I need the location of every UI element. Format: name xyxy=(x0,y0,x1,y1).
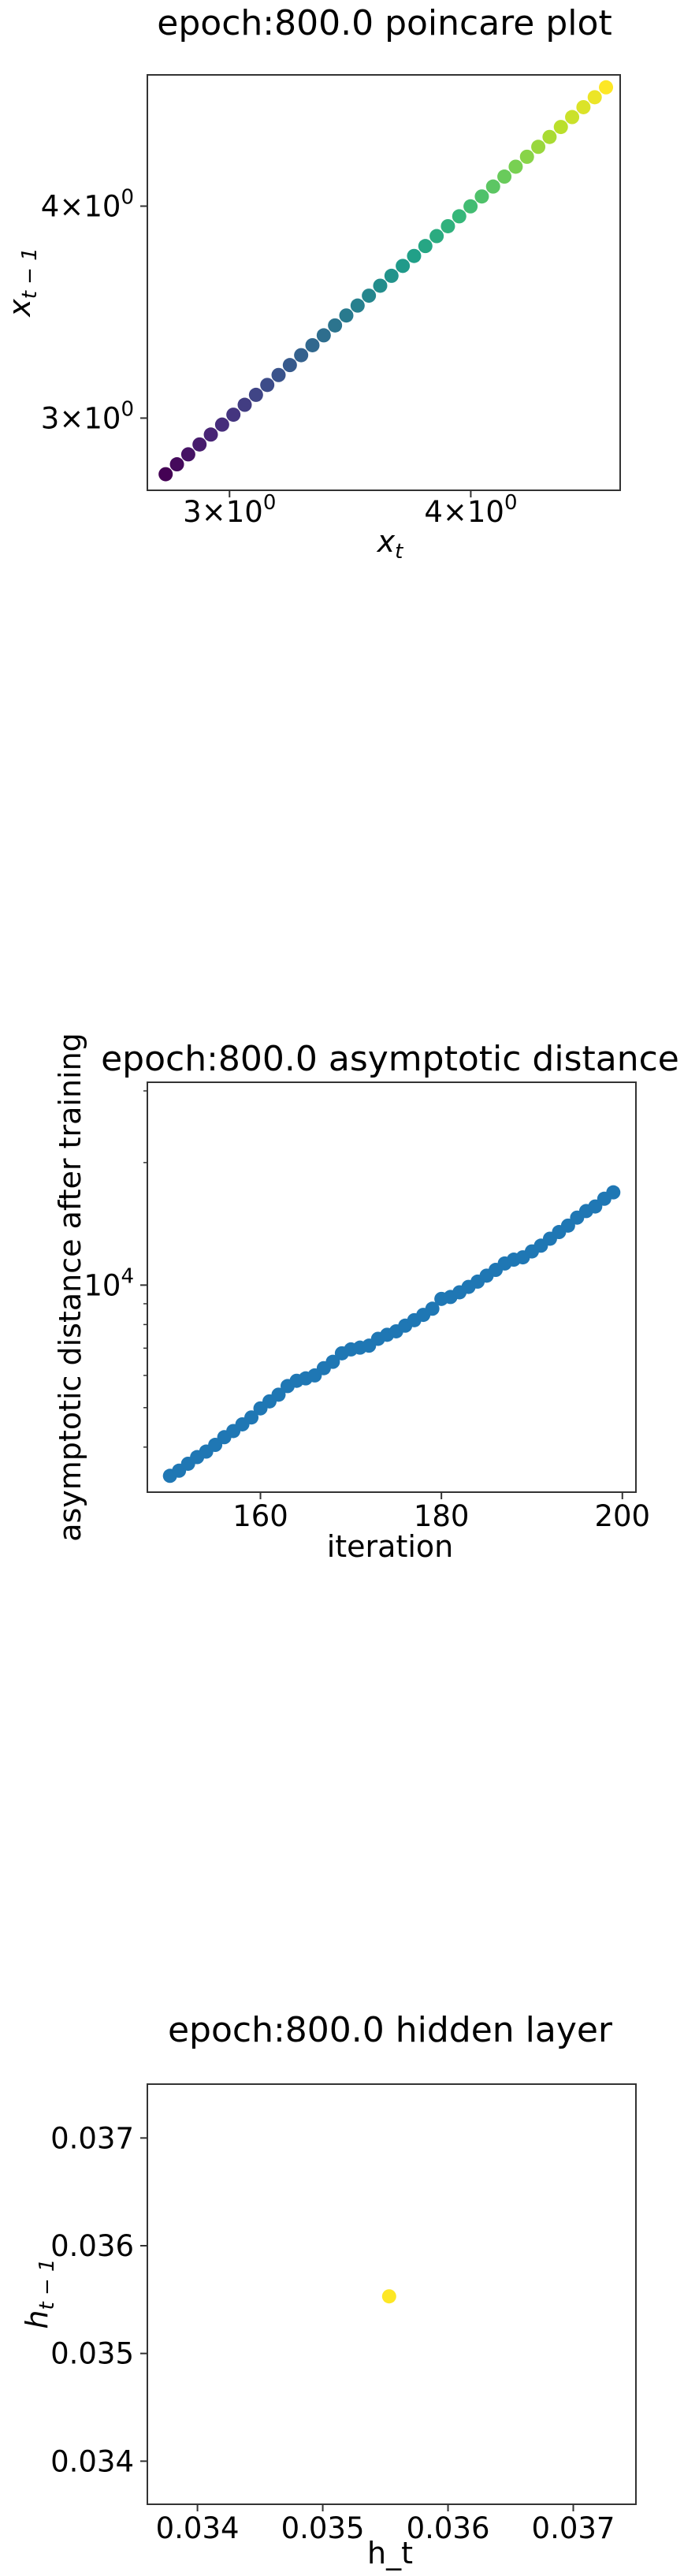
distance-y-ticks: 104 xyxy=(84,1090,147,1448)
poincare-point xyxy=(180,447,195,462)
hidden-layer-y-tick-label: 0.035 xyxy=(50,2337,134,2371)
distance-point xyxy=(244,1410,259,1425)
poincare-point xyxy=(531,140,546,154)
poincare-point xyxy=(485,179,500,194)
poincare-point xyxy=(429,229,444,244)
hidden-layer-y-label: ht − 1 xyxy=(20,2258,59,2328)
hidden-layer-plot-area xyxy=(147,2083,637,2505)
poincare-point xyxy=(599,80,614,95)
poincare-title: epoch:800.0 poincare plot xyxy=(157,3,612,43)
distance-point xyxy=(606,1185,621,1200)
poincare-point xyxy=(452,209,467,224)
hidden-layer-x-tick-label: 0.036 xyxy=(407,2511,490,2545)
poincare-point xyxy=(282,358,297,373)
poincare-point xyxy=(305,337,320,352)
poincare-point xyxy=(192,437,207,452)
distance-x-ticks: 160 180 200 xyxy=(232,1492,650,1533)
distance-point xyxy=(425,1301,440,1316)
distance-plot-area xyxy=(147,1081,637,1493)
poincare-point xyxy=(418,239,433,254)
poincare-point xyxy=(407,248,422,263)
poincare-point xyxy=(384,268,399,283)
poincare-point xyxy=(237,397,252,412)
distance-chart: epoch:800.0 asymptotic distance 160 180 20… xyxy=(53,1033,679,1564)
poincare-point xyxy=(565,110,580,125)
hidden-layer-x-tick-label: 0.034 xyxy=(156,2511,240,2545)
hidden-layer-x-tick-label: 0.035 xyxy=(281,2511,365,2545)
hidden-layer-title: epoch:800.0 hidden layer xyxy=(168,2010,613,2050)
poincare-point xyxy=(373,278,388,293)
poincare-point xyxy=(226,408,241,423)
hidden-layer-y-tick-label: 0.037 xyxy=(50,2121,134,2155)
poincare-point xyxy=(553,120,568,135)
poincare-point xyxy=(271,367,286,382)
hidden-layer-x-ticks: 0.034 0.035 0.036 0.037 xyxy=(156,2504,615,2545)
poincare-point xyxy=(339,308,354,323)
poincare-x-ticks: 3×100 4×100 xyxy=(183,490,518,529)
distance-x-tick-label: 180 xyxy=(414,1499,470,1533)
poincare-point xyxy=(248,387,263,402)
poincare-x-tick-label: 4×100 xyxy=(424,491,517,529)
distance-x-tick-label: 160 xyxy=(232,1499,288,1533)
poincare-point xyxy=(441,218,455,233)
hidden-layer-x-tick-label: 0.037 xyxy=(532,2511,615,2545)
poincare-point xyxy=(474,189,489,204)
poincare-point xyxy=(260,378,275,393)
hidden-layer-y-ticks: 0.034 0.035 0.036 0.037 xyxy=(50,2121,147,2478)
poincare-points xyxy=(158,80,614,482)
poincare-point xyxy=(214,417,229,432)
poincare-point xyxy=(587,90,602,105)
poincare-y-tick-label: 3×100 xyxy=(41,397,134,435)
poincare-point xyxy=(463,199,478,214)
poincare-x-label: xt xyxy=(377,524,404,564)
poincare-y-label: xt − 1 xyxy=(2,248,42,318)
poincare-point xyxy=(158,467,173,482)
poincare-point xyxy=(542,129,557,144)
poincare-y-tick-label: 4×100 xyxy=(41,186,134,224)
poincare-point xyxy=(316,328,331,343)
poincare-point xyxy=(350,298,365,313)
poincare-point xyxy=(508,159,523,174)
poincare-point xyxy=(362,288,377,303)
hidden-layer-y-tick-label: 0.034 xyxy=(50,2444,134,2478)
distance-title: epoch:800.0 asymptotic distance xyxy=(101,1039,679,1079)
poincare-point xyxy=(294,348,309,363)
distance-points xyxy=(162,1185,621,1483)
poincare-point xyxy=(519,149,534,164)
poincare-point xyxy=(203,427,218,442)
hidden-layer-y-tick-label: 0.036 xyxy=(50,2229,134,2263)
poincare-chart: epoch:800.0 poincare plot 3×100 4×100 3×1… xyxy=(2,3,621,564)
distance-point xyxy=(271,1387,286,1402)
poincare-x-tick-label: 3×100 xyxy=(183,491,276,529)
distance-point xyxy=(325,1354,340,1369)
distance-x-label: iteration xyxy=(327,1529,454,1564)
poincare-plot-area xyxy=(147,74,621,491)
distance-y-label: asymptotic distance after training xyxy=(53,1033,87,1542)
poincare-point xyxy=(328,318,343,333)
poincare-y-ticks: 3×100 4×100 xyxy=(41,186,147,435)
poincare-point xyxy=(169,457,184,472)
poincare-point xyxy=(497,169,512,184)
hidden-layer-points xyxy=(381,2289,396,2304)
hidden-layer-point xyxy=(381,2289,396,2304)
hidden-layer-chart: epoch:800.0 hidden layer 0.034 0.035 0.036… xyxy=(20,2010,637,2570)
poincare-point xyxy=(576,99,591,114)
distance-y-tick-label: 104 xyxy=(84,1264,134,1302)
hidden-layer-x-label: h_t xyxy=(367,2536,413,2570)
distance-x-tick-label: 200 xyxy=(594,1499,650,1533)
poincare-point xyxy=(396,259,411,274)
